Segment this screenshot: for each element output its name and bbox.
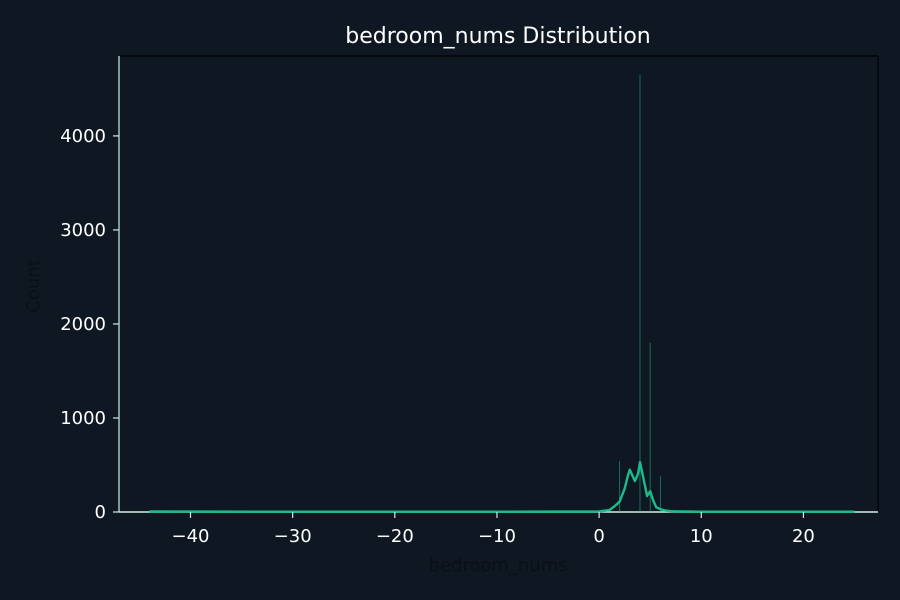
y-tick-label: 1000 — [60, 408, 106, 429]
x-tick-label: −40 — [172, 526, 210, 547]
y-tick-label: 3000 — [60, 220, 106, 241]
x-tick-label: −20 — [376, 526, 414, 547]
histogram-bar — [619, 461, 621, 512]
y-axis-label: Count — [23, 259, 44, 312]
chart-title: bedroom_nums Distribution — [345, 24, 651, 49]
y-tick-label: 4000 — [60, 126, 106, 147]
x-tick-label: 10 — [690, 526, 713, 547]
x-axis-label: bedroom_nums — [428, 555, 567, 576]
y-tick-label: 2000 — [60, 314, 106, 335]
histogram-bar — [639, 74, 641, 512]
x-tick-label: 20 — [792, 526, 815, 547]
x-tick-label: 0 — [593, 526, 604, 547]
histogram-bar — [659, 476, 661, 512]
plot-area: −40 −30 −20 −10 0 10 20 0 1000 2000 3000 4000 — [60, 55, 879, 547]
kde-line — [149, 461, 855, 513]
y-tick-label: 0 — [95, 502, 106, 523]
x-tick-label: −10 — [478, 526, 516, 547]
histogram-bar — [649, 342, 651, 512]
x-tick-label: −30 — [274, 526, 312, 547]
